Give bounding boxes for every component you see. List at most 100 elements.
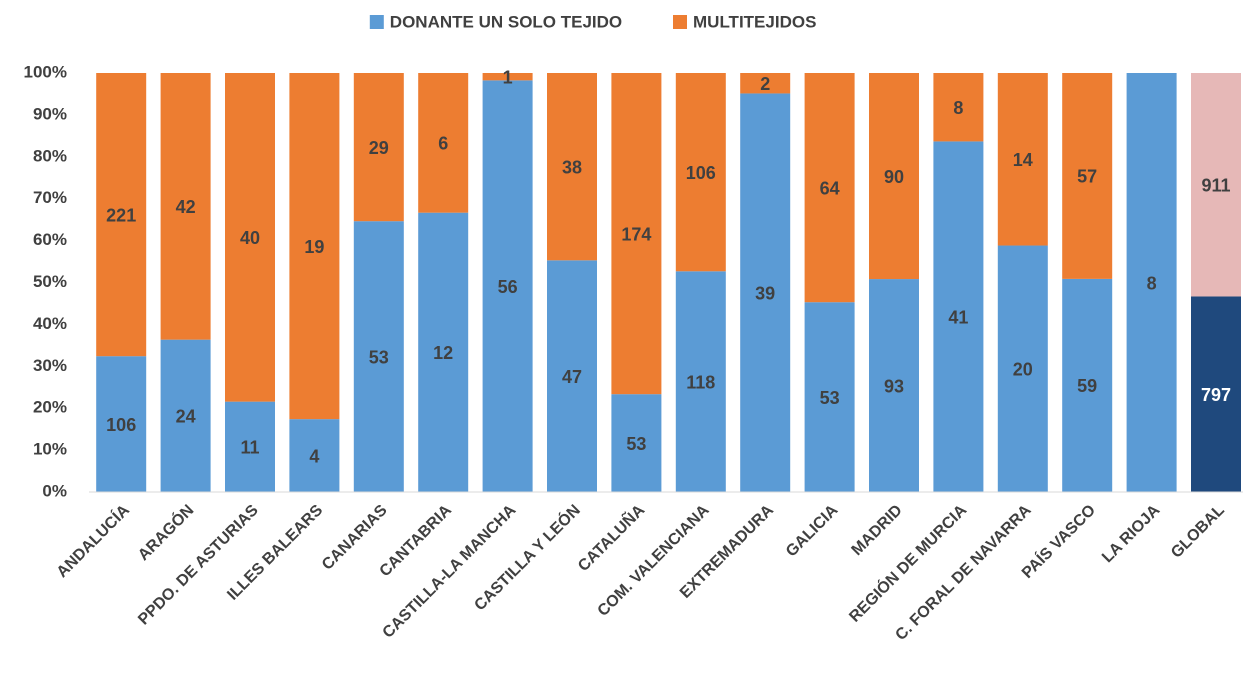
data-label: 118 — [686, 372, 715, 392]
data-label: 42 — [176, 197, 196, 217]
bar-segment — [160, 73, 211, 340]
x-tick-label: ANDALUCÍA — [52, 500, 133, 581]
x-tick-label: ARAGÓN — [134, 500, 198, 564]
y-tick-label: 100% — [24, 62, 67, 81]
bar-segment — [997, 73, 1048, 246]
y-tick-label: 0% — [42, 481, 67, 500]
data-label: 57 — [1077, 167, 1097, 187]
data-label: 797 — [1201, 385, 1231, 405]
data-label: 14 — [1013, 150, 1033, 170]
y-tick-label: 60% — [33, 230, 67, 249]
data-label: 2 — [760, 74, 770, 94]
data-label: 39 — [755, 283, 775, 303]
y-tick-label: 20% — [33, 398, 67, 417]
bar-segment — [547, 73, 597, 261]
data-label: 41 — [948, 307, 968, 327]
bar-segment — [418, 73, 469, 213]
data-label: 53 — [626, 434, 646, 454]
bar-segment — [997, 245, 1048, 492]
data-label: 106 — [686, 163, 716, 183]
data-label: 911 — [1201, 175, 1230, 195]
data-label: 6 — [438, 134, 448, 154]
data-label: 20 — [1013, 360, 1033, 380]
x-tick-label: LA RIOJA — [1099, 501, 1164, 566]
data-label: 56 — [498, 277, 518, 297]
bar-segment — [869, 73, 919, 280]
y-tick-label: 40% — [33, 314, 67, 333]
bar-segment — [1191, 296, 1241, 492]
bar-segment — [933, 73, 984, 142]
data-label: 59 — [1077, 376, 1097, 396]
bar-segment — [482, 80, 533, 492]
x-tick-label: CASTILLA-LA MANCHA — [380, 501, 520, 641]
bar-segment — [1062, 278, 1113, 492]
data-label: 174 — [621, 224, 651, 244]
y-tick-label: 30% — [33, 356, 67, 375]
bar-segment — [804, 302, 855, 492]
x-tick-label: CANARIAS — [319, 502, 391, 574]
bar-segment — [225, 401, 275, 492]
bar-segment — [289, 419, 340, 492]
data-label: 4 — [309, 446, 319, 466]
x-tick-label: COM. VALENCIANA — [595, 501, 713, 619]
bar-segment — [869, 279, 919, 492]
bar-segment — [611, 394, 662, 492]
data-label: 38 — [562, 157, 582, 177]
data-label: 64 — [820, 178, 840, 198]
bar-segment — [611, 73, 662, 395]
bar-segment — [804, 73, 855, 303]
bar-segment — [740, 73, 791, 94]
data-label: 8 — [953, 98, 963, 118]
data-label: 53 — [369, 347, 389, 367]
legend-label: MULTITEJIDOS — [693, 12, 816, 31]
x-tick-label: GALICIA — [783, 501, 842, 560]
y-tick-label: 80% — [33, 146, 67, 165]
data-label: 11 — [240, 438, 259, 458]
data-label: 40 — [240, 228, 260, 248]
data-label: 53 — [820, 388, 840, 408]
x-tick-label: C. FORAL DE NAVARRA — [892, 501, 1034, 643]
y-tick-label: 50% — [33, 272, 67, 291]
data-label: 29 — [369, 138, 389, 158]
bar-segment — [96, 356, 147, 492]
x-tick-label: GLOBAL — [1168, 502, 1228, 562]
x-tick-label: PPDO. DE ASTURIAS — [135, 502, 262, 629]
bar-segment — [482, 73, 533, 81]
data-label: 221 — [106, 205, 136, 225]
legend-label: DONANTE UN SOLO TEJIDO — [390, 12, 622, 31]
bar-segment — [675, 73, 726, 272]
bar-segment — [1191, 73, 1241, 297]
data-label: 106 — [106, 415, 136, 435]
x-tick-label: CATALUÑA — [573, 499, 649, 575]
bar-segment — [96, 73, 147, 357]
bar-segment — [740, 93, 791, 492]
bar-segment — [353, 73, 404, 222]
bar-segment — [675, 271, 726, 492]
bar-segment — [418, 212, 469, 492]
legend-swatch — [369, 15, 384, 29]
bar-segment — [933, 141, 984, 493]
x-tick-label: CASTILLA Y LEÓN — [470, 500, 584, 614]
bar-segment — [225, 73, 275, 402]
bar-segment — [160, 339, 211, 492]
bar-segment — [353, 221, 404, 492]
x-tick-label: MADRID — [849, 502, 906, 559]
data-label: 12 — [433, 343, 453, 363]
bar-segment — [289, 73, 340, 420]
bar-segment — [547, 260, 597, 492]
data-label: 8 — [1147, 273, 1157, 293]
legend-swatch — [673, 15, 687, 29]
data-label: 1 — [503, 67, 513, 87]
data-label: 47 — [562, 367, 582, 387]
data-label: 24 — [176, 407, 196, 427]
y-tick-label: 90% — [33, 104, 67, 123]
data-label: 19 — [304, 237, 324, 257]
data-label: 93 — [884, 376, 904, 396]
y-tick-label: 10% — [33, 440, 67, 459]
data-label: 90 — [884, 167, 904, 187]
x-tick-label: REGIÓN DE MURCIA — [845, 500, 971, 626]
bar-segment — [1126, 73, 1177, 492]
bar-segment — [1062, 73, 1113, 279]
y-tick-label: 70% — [33, 188, 67, 207]
